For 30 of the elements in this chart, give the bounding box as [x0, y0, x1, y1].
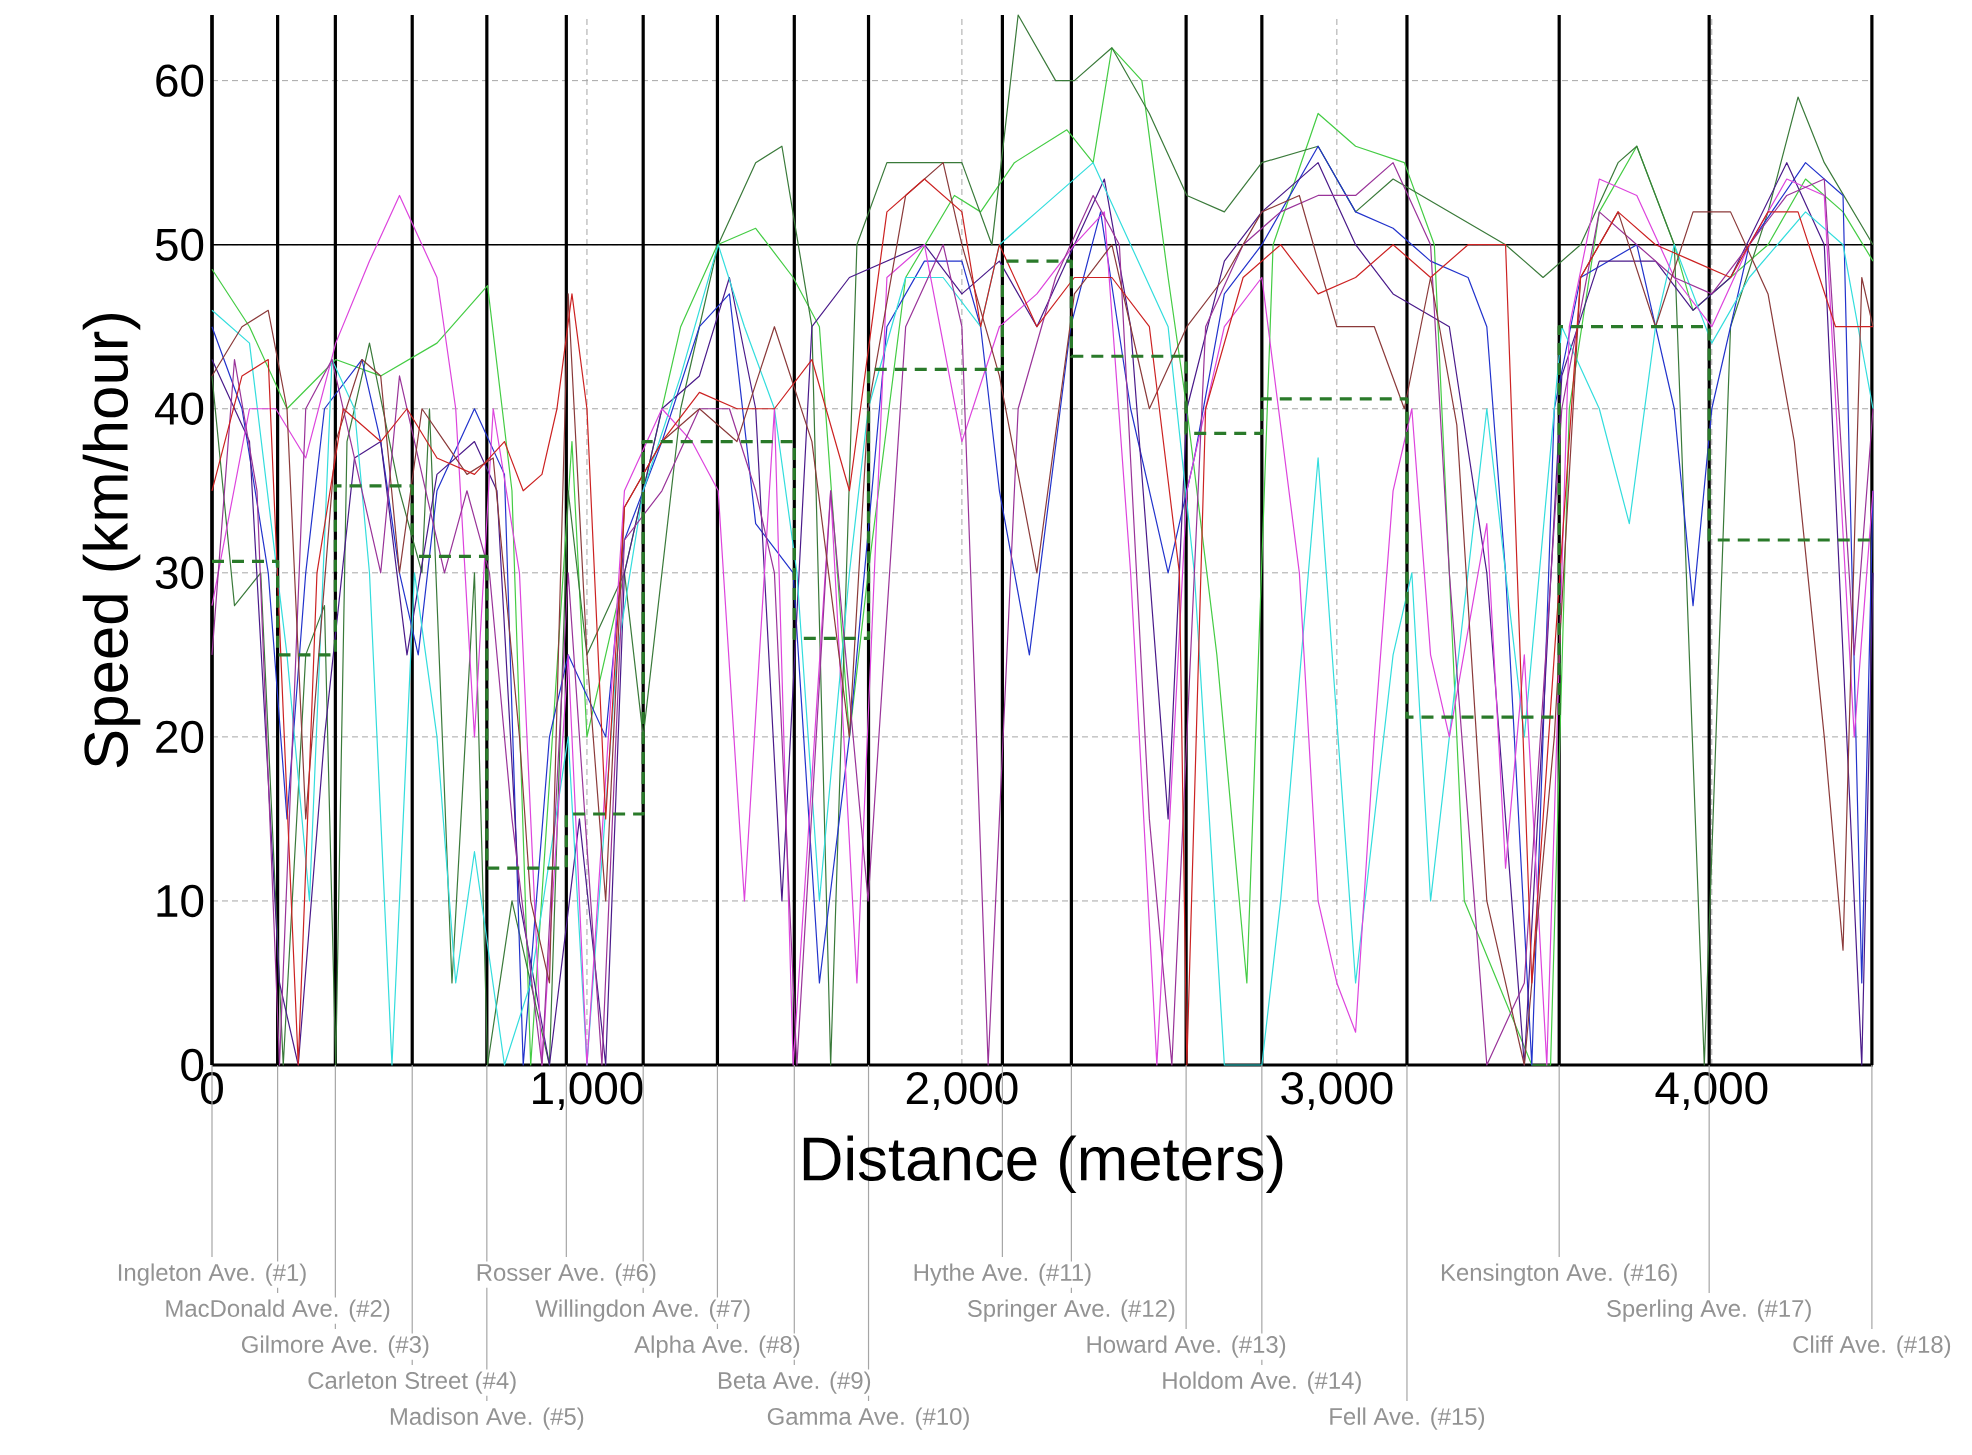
x-tick-label: 1,000: [533, 1072, 643, 1110]
ref-line-label: Gilmore Ave. (#3): [241, 1335, 429, 1358]
ref-line-label: Rosser Ave. (#6): [477, 1263, 656, 1286]
ref-line-label: Willingdon Ave. (#7): [535, 1299, 750, 1322]
ref-line-label: Carleton Street (#4): [308, 1371, 516, 1394]
y-tick-label: 60: [156, 64, 204, 97]
ref-line-label: Sperling Ave. (#17): [1607, 1299, 1811, 1322]
ref-line-label: Alpha Ave. (#8): [634, 1335, 800, 1358]
y-tick-label: 50: [155, 228, 204, 261]
y-tick-label: 30: [155, 556, 204, 590]
ref-line-label: Kensington Ave. (#16): [1441, 1263, 1677, 1286]
ref-line-label: Hythe Ave. (#11): [914, 1263, 1091, 1286]
x-tick-label: 4,000: [1655, 1072, 1768, 1110]
x-tick-label: 3,000: [1281, 1072, 1393, 1110]
ref-line-label: Beta Ave. (#9): [718, 1371, 871, 1394]
ref-line-label: Howard Ave. (#13): [1087, 1335, 1286, 1358]
x-axis-title: Distance (meters): [803, 1135, 1283, 1194]
ref-line-label: Holdom Ave. (#14): [1163, 1371, 1361, 1394]
y-tick-label: 40: [155, 392, 204, 425]
ref-line-label: Madison Ave. (#5): [390, 1407, 584, 1430]
y-tick-label: 20: [156, 720, 204, 754]
y-tick-label: 10: [157, 884, 204, 918]
ref-line-label: Gamma Ave. (#10): [767, 1407, 969, 1430]
ref-line-label: Ingleton Ave. (#1): [118, 1263, 306, 1286]
ref-line-label: Fell Ave. (#15): [1330, 1407, 1485, 1430]
y-axis-title: Speed (km/hour): [82, 313, 141, 768]
ref-line-label: Cliff Ave. (#18): [1793, 1335, 1951, 1358]
ref-line-label: MacDonald Ave. (#2): [166, 1299, 390, 1322]
ref-line-label: Springer Ave. (#12): [967, 1299, 1175, 1322]
x-tick-label: 2,000: [906, 1072, 1018, 1110]
